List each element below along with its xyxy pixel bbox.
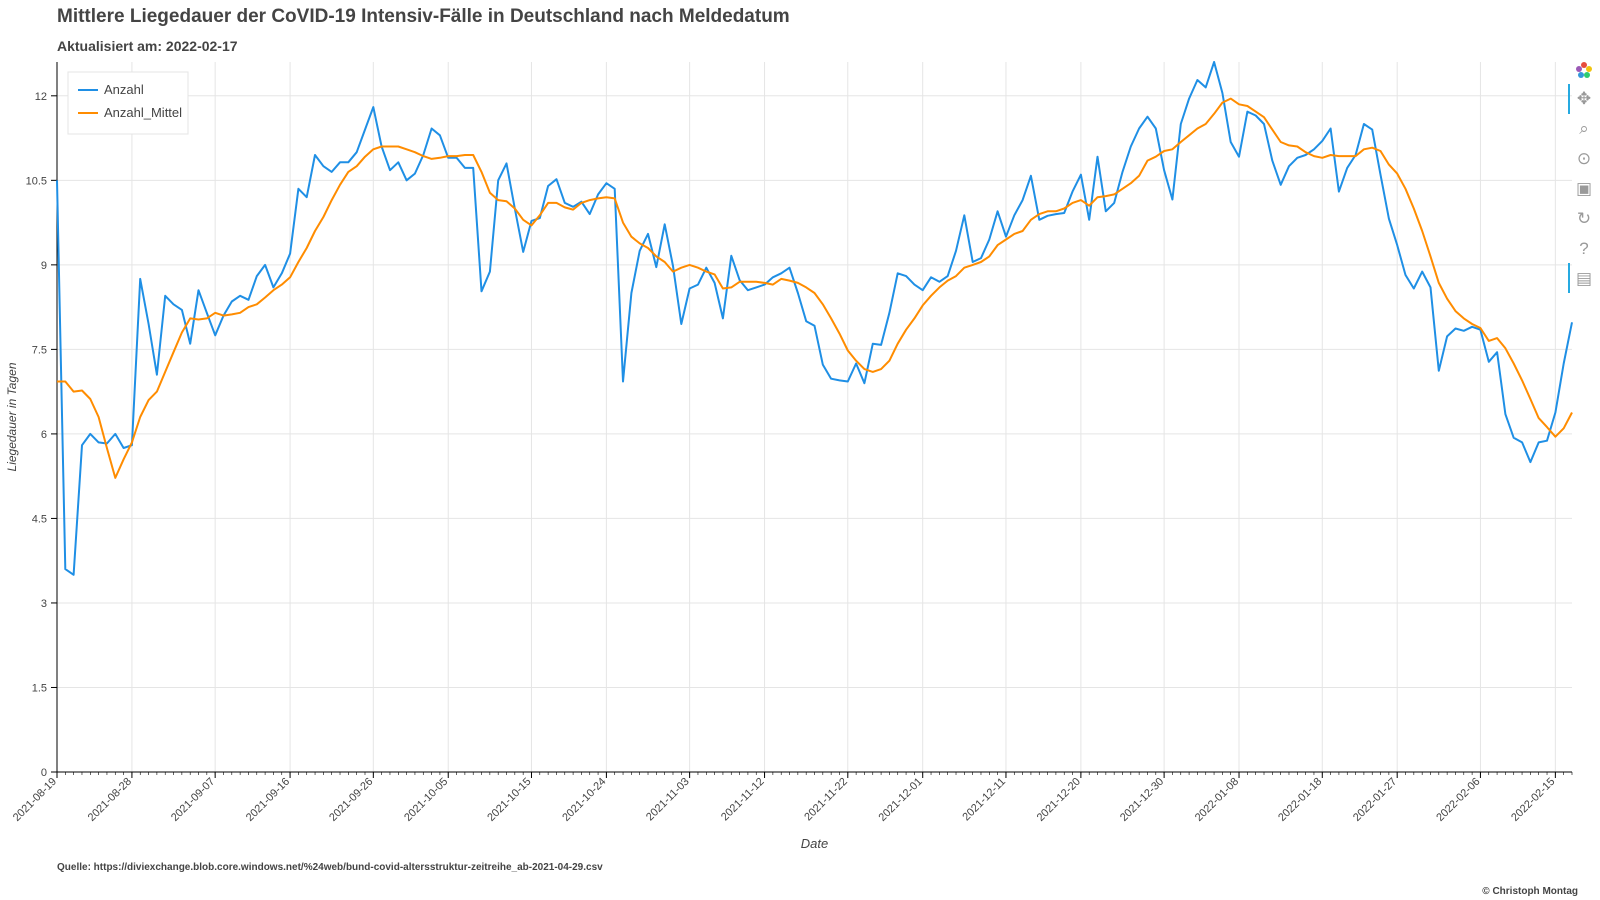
x-tick-label: 2021-08-28 — [86, 776, 134, 824]
x-tick-label: 2021-12-11 — [960, 776, 1008, 824]
copyright-note: © Christoph Montag — [1482, 886, 1578, 897]
x-tick-label: 2021-11-22 — [802, 776, 850, 824]
y-tick-label: 6 — [41, 429, 47, 441]
x-tick-label: 2022-01-18 — [1276, 776, 1324, 824]
x-tick-label: 2021-08-19 — [11, 776, 59, 824]
y-tick-label: 4.5 — [32, 513, 47, 525]
series-line-anzahl — [56, 61, 1573, 576]
box-zoom-icon[interactable]: ⌕ — [1579, 119, 1589, 138]
x-tick-label: 2022-02-15 — [1509, 776, 1557, 824]
y-tick-label: 0 — [41, 767, 47, 779]
legend-label: Anzahl_Mittel — [104, 105, 182, 120]
x-axis-label: Date — [801, 836, 828, 851]
x-tick-label: 2022-02-06 — [1434, 776, 1482, 824]
y-tick-label: 12 — [35, 91, 47, 103]
y-tick-label: 7.5 — [32, 344, 47, 356]
x-tick-label: 2022-01-08 — [1193, 776, 1241, 824]
pan-icon[interactable]: ✥ — [1576, 89, 1592, 108]
reset-icon[interactable]: ↻ — [1576, 209, 1592, 228]
series-line-anzahl_mittel — [57, 97, 1573, 479]
x-tick-label: 2021-11-12 — [719, 776, 767, 824]
help-icon[interactable]: ? — [1579, 239, 1589, 258]
y-tick-label: 9 — [41, 260, 47, 272]
x-tick-label: 2021-10-24 — [560, 776, 608, 824]
x-tick-label: 2021-09-07 — [169, 776, 217, 824]
x-tick-label: 2021-10-05 — [402, 776, 450, 824]
x-tick-label: 2021-12-20 — [1035, 776, 1083, 824]
chart-title: Mittlere Liegedauer der CoVID-19 Intensi… — [57, 6, 790, 27]
y-tick-label: 1.5 — [32, 682, 47, 694]
wheel-zoom-icon[interactable]: ⊙ — [1576, 149, 1592, 168]
y-axis-label: Liegedauer in Tagen — [5, 362, 19, 471]
chart-toolbar: ✥ ⌕ ⊙ ▣ ↻ ? ▤ — [1568, 58, 1596, 318]
x-tick-label: 2021-12-01 — [877, 776, 925, 824]
legend-label: Anzahl — [104, 82, 144, 97]
chart-subtitle: Aktualisiert am: 2022-02-17 — [57, 38, 238, 54]
x-tick-label: 2021-12-30 — [1118, 776, 1166, 824]
legend-box — [67, 71, 189, 135]
y-tick-label: 3 — [41, 598, 47, 610]
x-tick-label: 2021-11-03 — [644, 776, 692, 824]
x-tick-label: 2021-09-16 — [244, 776, 292, 824]
y-tick-label: 10.5 — [26, 175, 47, 187]
source-note: Quelle: https://diviexchange.blob.core.w… — [57, 862, 603, 873]
save-icon[interactable]: ▣ — [1575, 179, 1593, 198]
x-tick-label: 2022-01-27 — [1351, 776, 1399, 824]
bokeh-logo-icon[interactable] — [1572, 58, 1596, 82]
hover-icon[interactable]: ▤ — [1575, 269, 1593, 288]
x-tick-label: 2021-10-15 — [485, 776, 533, 824]
x-tick-label: 2021-09-26 — [327, 776, 375, 824]
